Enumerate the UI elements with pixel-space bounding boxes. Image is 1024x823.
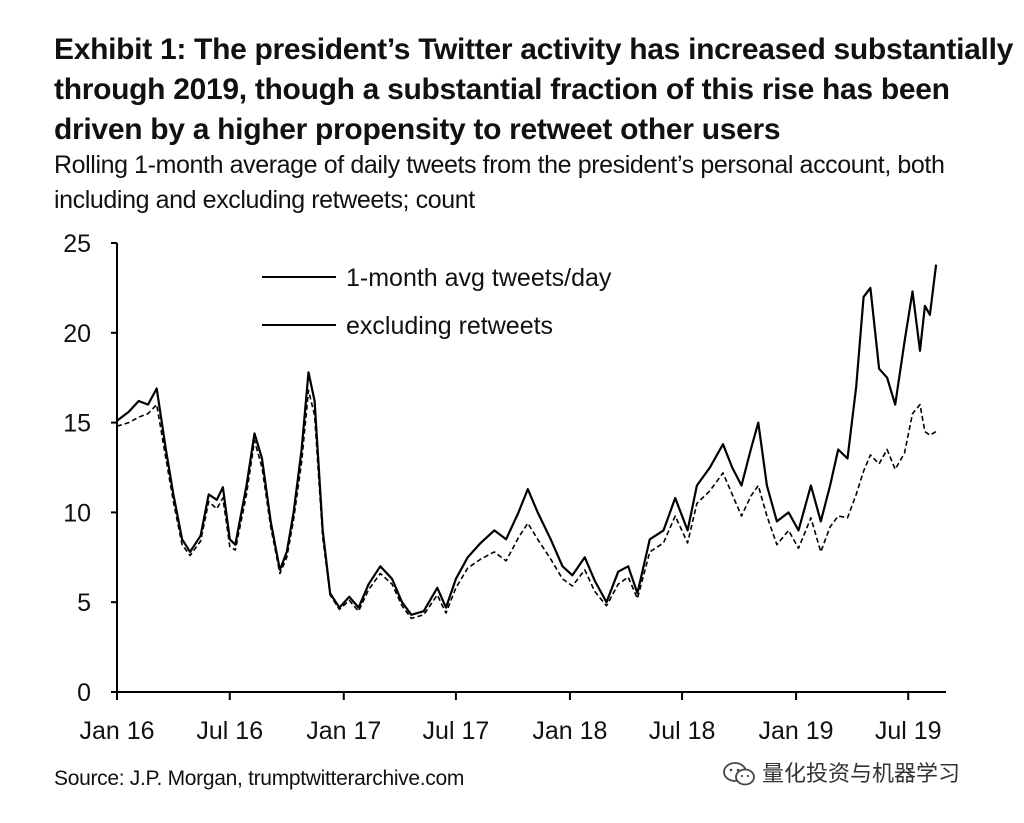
series-layer [116, 264, 938, 620]
series-line-1 [116, 264, 938, 616]
axis-ticks: 0 5 10 15 20 25 Jan 16 Jul 16 Jan 17 Jul 17 Jan 18… [63, 230, 941, 745]
chart-subtitle: Rolling 1-month average of daily tweets … [54, 151, 945, 214]
source-note: Source: J.P. Morgan, trumptwitterarchive… [54, 767, 465, 790]
x-tick-label: Jul 18 [649, 717, 716, 745]
legend-label-1: 1-month avg tweets/day [346, 264, 612, 292]
watermark-text: 量化投资与机器学习 [762, 761, 961, 786]
series-line-2 [116, 389, 937, 620]
x-tick-label: Jul 19 [875, 717, 942, 745]
x-tick-label: Jul 17 [423, 717, 490, 745]
y-tick-label: 25 [63, 230, 91, 258]
y-tick-label: 10 [63, 499, 91, 527]
x-tick-label: Jan 17 [306, 717, 381, 745]
chart-axes [116, 243, 946, 693]
x-tick-label: Jul 16 [196, 717, 263, 745]
x-tick-label: Jan 16 [79, 717, 154, 745]
watermark: 量化投资与机器学习 [722, 759, 960, 789]
wechat-icon [723, 762, 755, 786]
x-tick-label: Jan 19 [759, 717, 834, 745]
chart-title: Exhibit 1: The president’s Twitter activ… [54, 33, 1013, 146]
x-tick-label: Jan 18 [532, 717, 607, 745]
y-tick-label: 0 [77, 679, 91, 707]
y-tick-label: 5 [77, 589, 91, 617]
legend-label-2: excluding retweets [346, 312, 553, 340]
legend: 1-month avg tweets/day excluding retweets [262, 264, 612, 340]
y-tick-label: 20 [63, 320, 91, 348]
y-tick-label: 15 [63, 410, 91, 438]
